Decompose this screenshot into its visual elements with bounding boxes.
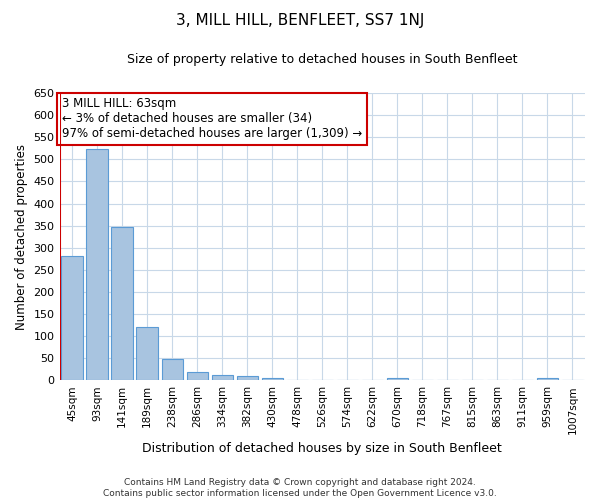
Bar (212, 375, 233, 380)
Bar (236, 376, 258, 380)
Bar (136, 328, 158, 380)
Bar (187, 372, 208, 380)
Text: 3 MILL HILL: 63sqm
← 3% of detached houses are smaller (34)
97% of semi-detached: 3 MILL HILL: 63sqm ← 3% of detached hous… (62, 98, 362, 140)
X-axis label: Distribution of detached houses by size in South Benfleet: Distribution of detached houses by size … (142, 442, 502, 455)
Bar (86, 148, 108, 380)
Bar (262, 378, 283, 380)
Title: Size of property relative to detached houses in South Benfleet: Size of property relative to detached ho… (127, 52, 518, 66)
Bar (537, 378, 558, 380)
Bar (161, 359, 183, 380)
Text: Contains HM Land Registry data © Crown copyright and database right 2024.
Contai: Contains HM Land Registry data © Crown c… (103, 478, 497, 498)
Text: 3, MILL HILL, BENFLEET, SS7 1NJ: 3, MILL HILL, BENFLEET, SS7 1NJ (176, 12, 424, 28)
Y-axis label: Number of detached properties: Number of detached properties (15, 144, 28, 330)
Bar (387, 378, 408, 380)
Bar (112, 227, 133, 380)
Bar (61, 256, 83, 380)
